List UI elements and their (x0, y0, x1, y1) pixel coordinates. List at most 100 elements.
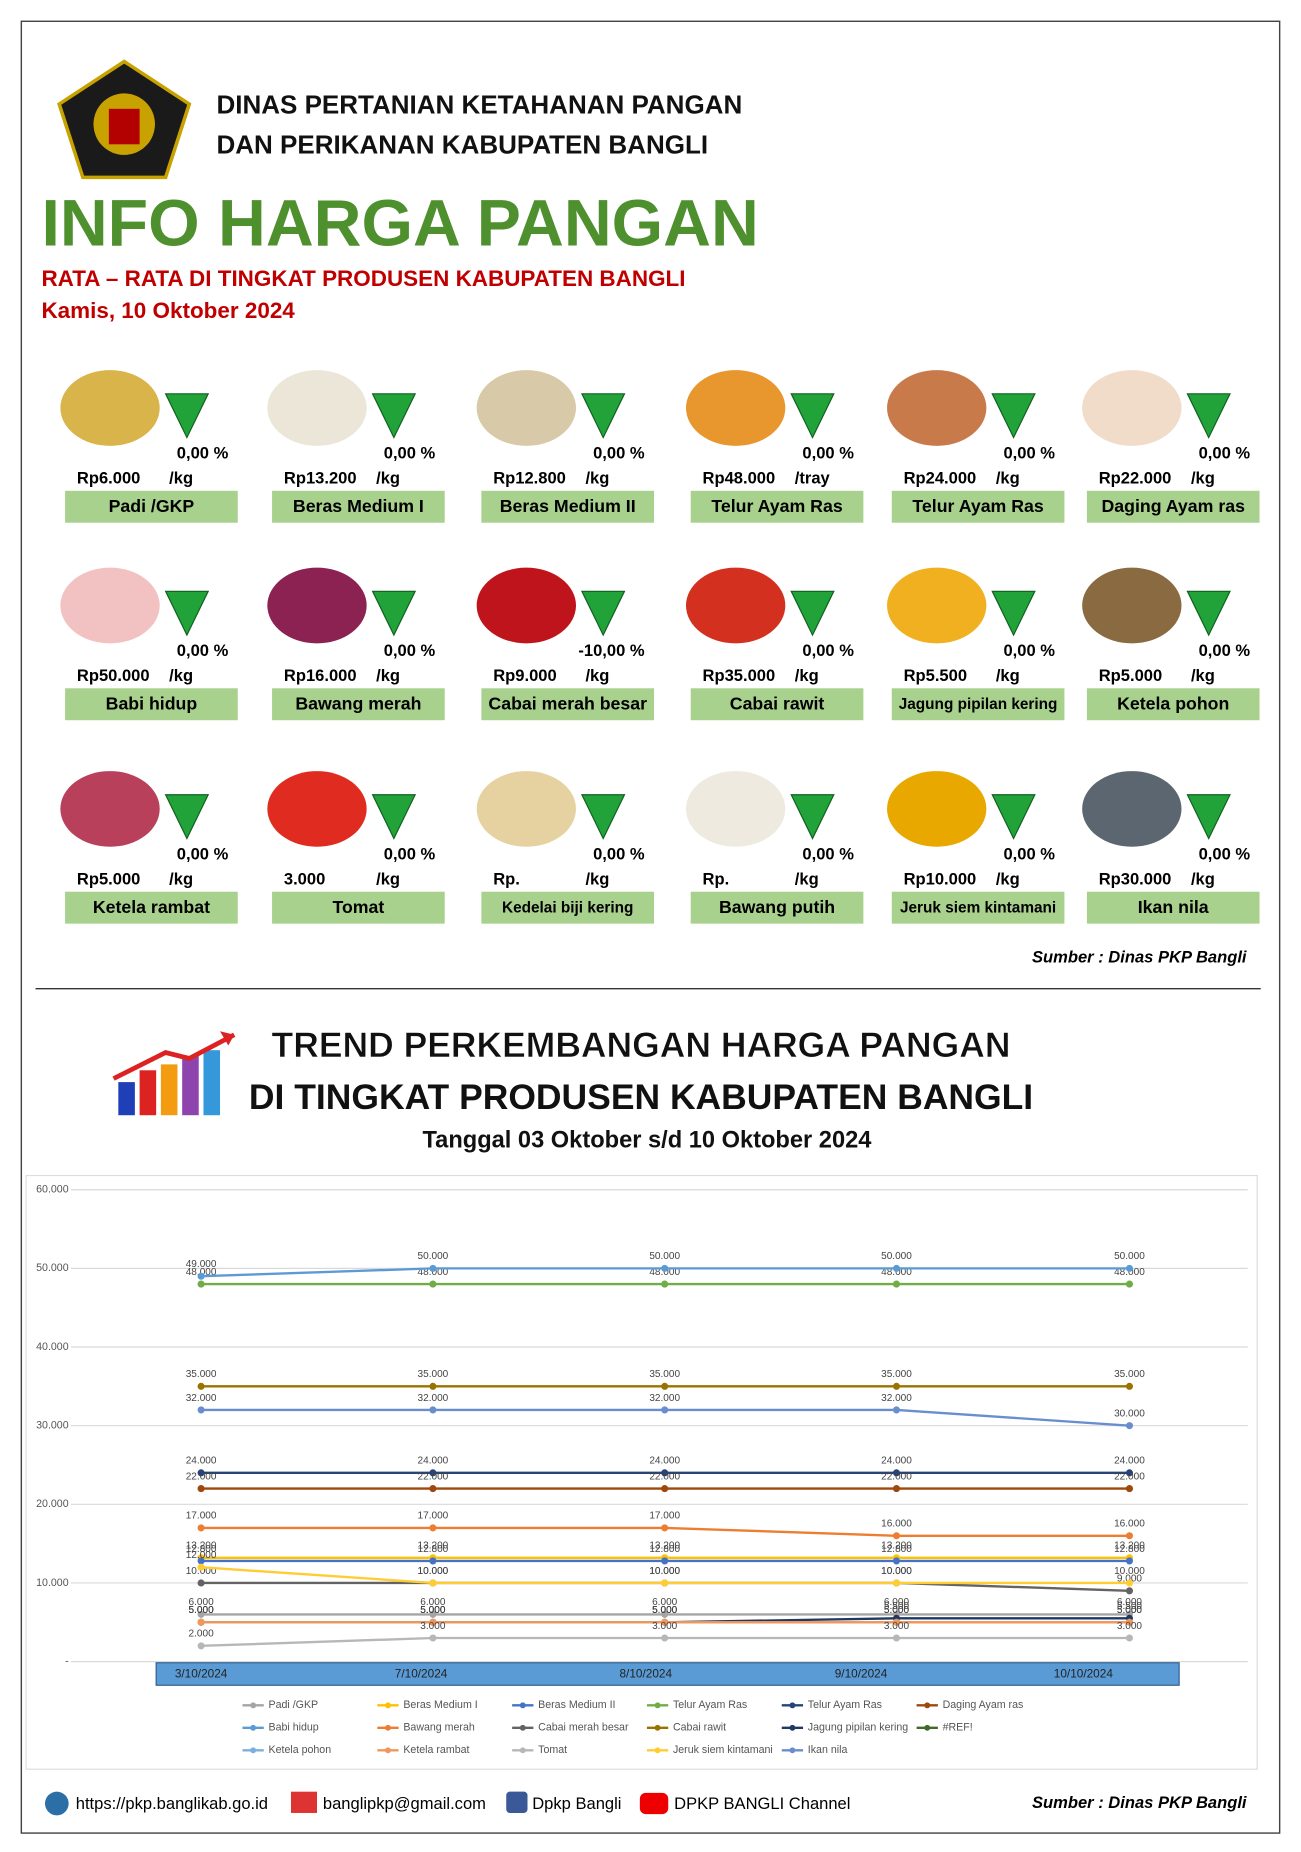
legend-label: Beras Medium I (403, 1699, 477, 1711)
point (661, 1485, 669, 1493)
legend-label: Telur Ayam Ras (673, 1699, 747, 1711)
card: 0,00 % Rp. /kg Kedelai biji kering (476, 771, 655, 924)
product-image (60, 567, 160, 644)
point (661, 1469, 669, 1477)
data-label: 5.000 (189, 1605, 215, 1616)
data-label: 5.000 (420, 1605, 446, 1616)
product-name: Ikan nila (1138, 897, 1209, 917)
email: banglipkp@gmail.com (323, 1794, 486, 1813)
point (1125, 1587, 1134, 1595)
name-box (65, 891, 238, 924)
point (892, 1485, 901, 1493)
trend-arrow (991, 393, 1036, 439)
name-box (1086, 688, 1260, 721)
card: 0,00 % Rp12.800/kg Beras Medium II (476, 370, 655, 523)
point (1125, 1469, 1134, 1477)
data-label: 32.000 (649, 1393, 680, 1404)
legend-dot (384, 1724, 391, 1731)
data-label: 22.000 (649, 1471, 680, 1482)
unit: /kg (996, 869, 1020, 888)
y-tick-label: 60.000 (36, 1184, 69, 1196)
data-label: 10.000 (649, 1566, 680, 1577)
card: -10,00 % Rp9.000/kg Cabai merah besar (476, 567, 655, 721)
point (429, 1264, 437, 1272)
point (429, 1406, 437, 1414)
product-image (60, 771, 160, 847)
point (661, 1557, 669, 1565)
point (197, 1406, 205, 1414)
card: 0,00 % Rp22.000/kg Daging Ayam ras (1082, 370, 1260, 523)
legend-label: Ketela pohon (269, 1744, 332, 1756)
unit: /kg (169, 666, 193, 685)
legend-label: Padi /GKP (269, 1699, 319, 1711)
legend-dot (519, 1747, 526, 1754)
unit: /kg (169, 869, 193, 888)
data-label: 48.000 (1114, 1267, 1145, 1278)
source: Sumber : Dinas PKP Bangli (1032, 947, 1247, 966)
data-label: 5.500 (1117, 1601, 1143, 1612)
card: 0,00 % Rp10.000/kg Jeruk siem kintamani (887, 771, 1065, 924)
legend-dot (654, 1702, 661, 1709)
point (197, 1469, 205, 1477)
trend-arrow (580, 590, 626, 637)
point (661, 1579, 669, 1587)
data-label: 5.000 (652, 1605, 678, 1616)
product-name: Padi /GKP (109, 496, 195, 516)
product-name: Beras Medium I (293, 496, 424, 516)
x-tick-label: 8/10/2024 (619, 1667, 672, 1681)
name-box (891, 891, 1065, 924)
trend-icon (112, 1031, 236, 1116)
point (197, 1524, 205, 1532)
price: Rp10.000 (904, 869, 977, 888)
trend-period: Tanggal 03 Oktober s/d 10 Oktober 2024 (422, 1127, 872, 1153)
point (892, 1532, 901, 1540)
point (1125, 1485, 1134, 1493)
change: 0,00 % (1003, 641, 1055, 660)
legend-label: Babi hidup (269, 1722, 319, 1734)
subtitle: RATA – RATA DI TINGKAT PRODUSEN KABUPATE… (41, 266, 685, 291)
data-label: 10.000 (418, 1566, 449, 1577)
data-label: 10.000 (186, 1566, 217, 1577)
point (197, 1579, 205, 1587)
legend-dot (519, 1724, 526, 1731)
trend-arrow (164, 794, 210, 840)
point (892, 1579, 901, 1587)
card: 0,00 % Rp30.000/kg Ikan nila (1082, 771, 1260, 924)
data-label: 22.000 (186, 1471, 217, 1482)
card: 0,00 % Rp5.500/kg Jagung pipilan kering (887, 567, 1065, 721)
card: 0,00 % Rp24.000/kg Telur Ayam Ras (887, 370, 1065, 523)
product-name: Jagung pipilan kering (899, 696, 1058, 713)
data-label: 24.000 (1114, 1456, 1145, 1467)
point (661, 1618, 669, 1626)
unit: /kg (795, 869, 819, 888)
point (1125, 1382, 1134, 1390)
data-label: 5.000 (420, 1605, 446, 1616)
data-label: 9.000 (1117, 1574, 1143, 1585)
change: 0,00 % (1199, 844, 1251, 863)
legend-dot (250, 1724, 257, 1731)
y-tick-label: 30.000 (36, 1419, 69, 1431)
price: Rp48.000 (703, 468, 776, 487)
legend-dot (789, 1724, 796, 1731)
data-label: 50.000 (649, 1251, 680, 1262)
data-label: 5.000 (652, 1605, 678, 1616)
data-label: 2.000 (189, 1629, 215, 1640)
point (429, 1485, 437, 1493)
change: 0,00 % (1003, 844, 1055, 863)
legend-dot (924, 1724, 931, 1731)
y-tick-label: 20.000 (36, 1498, 69, 1510)
point (661, 1524, 669, 1532)
point (429, 1280, 437, 1288)
change: 0,00 % (1003, 444, 1055, 463)
data-label: 12.800 (649, 1544, 680, 1555)
price: Rp12.800 (493, 468, 566, 487)
mail-icon (290, 1791, 317, 1813)
price: Rp5.000 (1099, 666, 1162, 685)
data-label: 10.000 (881, 1566, 912, 1577)
card: 0,00 % Rp5.000/kg Ketela rambat (60, 771, 238, 924)
data-label: 35.000 (186, 1369, 217, 1380)
name-box (891, 490, 1065, 523)
price: Rp16.000 (284, 666, 357, 685)
price: Rp30.000 (1099, 869, 1172, 888)
price: Rp. (493, 869, 520, 888)
